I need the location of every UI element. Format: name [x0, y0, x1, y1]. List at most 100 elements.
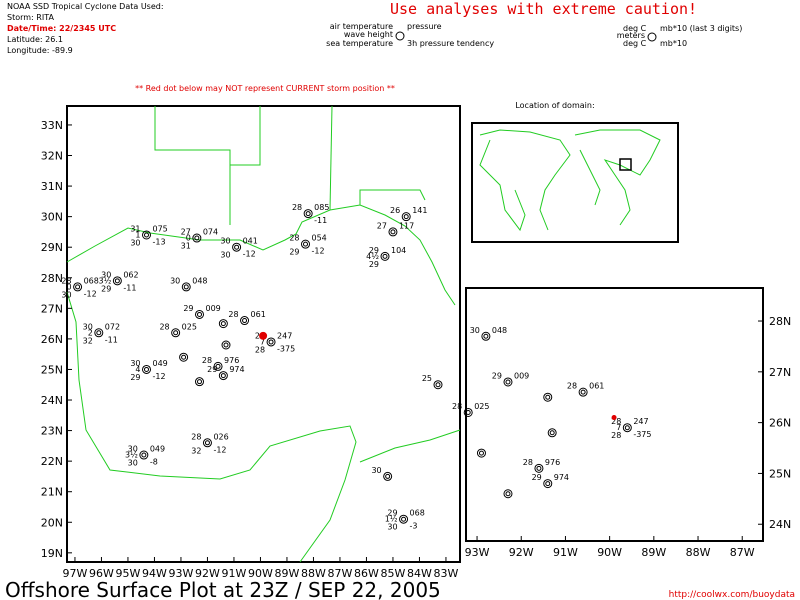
station-inner — [465, 409, 471, 415]
station-pres: 061 — [589, 382, 604, 391]
station-tend: -12 — [84, 289, 97, 298]
source: NOAA SSD Tropical Cyclone Data Used: — [7, 2, 164, 11]
station-inner — [549, 430, 555, 436]
station-inner — [385, 473, 391, 479]
station-inner — [223, 342, 229, 348]
station-sea: 28 — [255, 345, 265, 354]
station-inner — [305, 211, 311, 217]
legend-air-unit: deg C — [623, 24, 647, 33]
station-air: 28 — [61, 276, 71, 285]
station-inner — [483, 333, 489, 339]
x-tick-label: 85W — [381, 567, 406, 580]
station — [202, 438, 212, 448]
station-air: 29 — [492, 371, 502, 380]
station-air: 28 — [611, 417, 621, 426]
station-tend: -12 — [312, 247, 325, 256]
station-air: 28 — [292, 203, 302, 212]
storm-dot — [259, 331, 268, 340]
y-tick-label: 32N — [41, 150, 63, 163]
x-tick-label: 95W — [116, 567, 141, 580]
station-pres: 026 — [213, 432, 228, 441]
storm-dot — [611, 415, 617, 421]
station-sea: 29 — [130, 373, 140, 382]
station-tend: -11 — [314, 216, 327, 225]
station — [399, 514, 409, 524]
legend-tend-unit: mb*10 — [660, 39, 687, 48]
station-pres: 049 — [150, 445, 165, 454]
station-inner — [197, 379, 203, 385]
station-inner — [173, 330, 179, 336]
station-sea: 28 — [611, 431, 621, 440]
legend-sea: sea temperature — [326, 39, 393, 48]
station-tend: -13 — [153, 237, 166, 246]
station-air: 28 — [159, 322, 169, 331]
domain-box — [619, 158, 632, 171]
y-tick-label: 31N — [41, 180, 63, 193]
legend-tend: 3h pressure tendency — [407, 39, 494, 48]
station-inner — [401, 516, 407, 522]
station-sea: 30 — [130, 238, 140, 247]
station — [192, 233, 202, 243]
station-wave: 3½ — [99, 276, 112, 285]
y-tick-label: 30N — [41, 211, 63, 224]
station-wave: 1½ — [385, 515, 398, 524]
x-tick-label: 87W — [328, 567, 353, 580]
station-sea: 30 — [128, 459, 138, 468]
legend-pres: pressure — [407, 22, 442, 31]
x-tick-label: 84W — [407, 567, 432, 580]
y-tick-label: 20N — [41, 516, 63, 529]
station-pres: 141 — [412, 206, 427, 215]
station-pres: 247 — [633, 417, 648, 426]
station — [534, 463, 544, 473]
station-pres: 976 — [545, 458, 560, 467]
station-wave: 3½ — [125, 451, 138, 460]
station-pres: 048 — [192, 276, 207, 285]
station-inner — [505, 379, 511, 385]
station — [195, 377, 205, 387]
station — [221, 340, 231, 350]
inset-frame — [465, 287, 764, 542]
station-pres: 104 — [391, 246, 406, 255]
y-tick-label: 24N — [769, 518, 791, 531]
station-inner — [141, 452, 147, 458]
y-tick-label: 27N — [769, 366, 791, 379]
latitude: Latitude: 26.1 — [7, 35, 63, 44]
station-pres: 974 — [554, 473, 569, 482]
station-sea: 30 — [387, 523, 397, 532]
y-tick-label: 24N — [41, 394, 63, 407]
station — [94, 328, 104, 338]
station — [433, 380, 443, 390]
station-pres: 247 — [277, 331, 292, 340]
footer-title: Offshore Surface Plot at 23Z / SEP 22, 2… — [5, 578, 441, 600]
station-inner — [144, 232, 150, 238]
station-inner — [545, 394, 551, 400]
station — [195, 309, 205, 319]
station — [232, 242, 242, 252]
station-inner — [75, 284, 81, 290]
station-pres: 974 — [229, 365, 244, 374]
station-inner — [194, 235, 200, 241]
station-air: 29 — [387, 509, 397, 518]
station — [142, 364, 152, 374]
station-air: 29 — [183, 304, 193, 313]
station-air: 29 — [532, 473, 542, 482]
station-inner — [505, 491, 511, 497]
station — [543, 392, 553, 402]
station-pres: 075 — [153, 224, 168, 233]
x-tick-label: 96W — [89, 567, 114, 580]
caution: Use analyses with extreme caution! — [390, 0, 697, 18]
station-air: 27 — [181, 228, 191, 237]
x-tick-label: 93W — [169, 567, 194, 580]
y-tick-label: 33N — [41, 119, 63, 132]
x-tick-label: 87W — [730, 546, 755, 559]
x-tick-label: 90W — [597, 546, 622, 559]
station-pres: 048 — [492, 326, 507, 335]
station-inner — [303, 241, 309, 247]
station-pres: 068 — [84, 276, 99, 285]
station-air: 29 — [207, 365, 217, 374]
station-tend: -12 — [213, 445, 226, 454]
station-inner — [478, 450, 484, 456]
station — [142, 230, 152, 240]
station — [179, 352, 189, 362]
